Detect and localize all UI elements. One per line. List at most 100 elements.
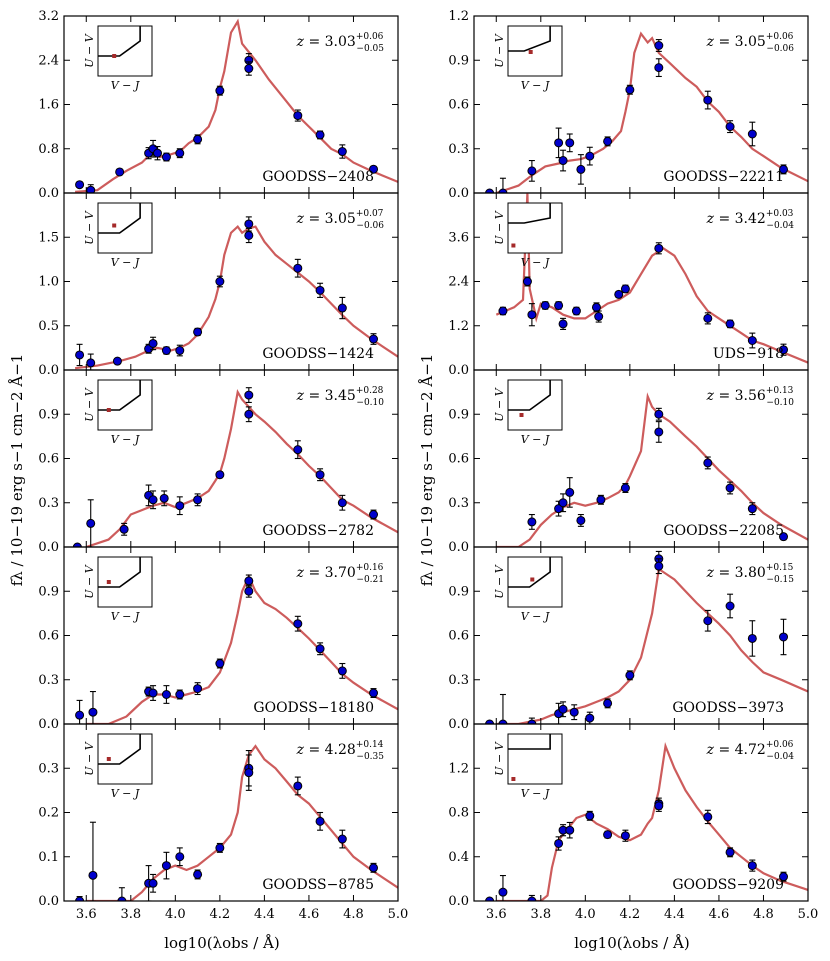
inset-frame	[97, 733, 153, 785]
data-point	[244, 64, 254, 74]
photometry-points	[75, 216, 379, 370]
y-tick-label: 0.3	[448, 142, 469, 157]
uvj-inset: V − J U − V	[493, 379, 563, 446]
x-tick-label: 4.0	[575, 907, 596, 922]
data-point	[725, 847, 735, 857]
x-tick-label: 4.4	[254, 907, 275, 922]
data-point	[293, 111, 303, 121]
data-point	[215, 86, 225, 96]
photometry-points	[498, 242, 789, 356]
redshift-label: z = 4.28+0.14 −0.35	[296, 740, 385, 762]
uvj-marker	[106, 757, 111, 761]
y-tick-label: 0.9	[38, 584, 59, 599]
uvj-marker	[106, 408, 111, 412]
data-point	[725, 601, 735, 611]
inset-frame	[507, 379, 563, 431]
data-point	[315, 816, 325, 826]
redshift-label: z = 3.45+0.28 −0.10	[296, 386, 385, 408]
data-point	[654, 801, 664, 811]
data-point	[148, 338, 158, 348]
data-point	[747, 504, 757, 514]
inset-x-label: V − J	[111, 256, 140, 269]
inset-x-label: V − J	[521, 433, 550, 446]
data-point	[565, 487, 575, 497]
data-point	[603, 698, 613, 708]
panel-10: 3.6 3.8 4.0 4.2 4.4 4.6 4.8 5.0 0.0 0.4 0.8 1.2 z = …	[448, 723, 818, 922]
y-tick-label: 0.3	[38, 673, 59, 688]
y-tick-label: 0.0	[38, 363, 59, 378]
data-point	[498, 306, 508, 316]
data-point	[117, 896, 127, 901]
uvj-selection-boundary	[508, 734, 551, 750]
data-point	[654, 63, 664, 73]
object-name: GOODSS−22211	[663, 169, 784, 185]
data-point	[585, 713, 595, 723]
y-tick-label: 0.0	[38, 540, 59, 555]
data-point	[337, 666, 347, 676]
y-tick-label: 0.8	[448, 806, 469, 821]
data-point	[625, 85, 635, 95]
redshift-label: z = 3.42+0.03 −0.04	[706, 209, 795, 231]
data-point	[369, 164, 379, 174]
y-tick-label: 1.2	[448, 9, 469, 24]
y-tick-label: 0.0	[448, 186, 469, 201]
data-point	[112, 356, 122, 366]
inset-y-label: U − V	[83, 741, 96, 775]
uvj-marker	[528, 50, 533, 54]
redshift-label: z = 3.05+0.06 −0.06	[706, 32, 795, 54]
uvj-selection-boundary	[508, 203, 551, 224]
data-point	[703, 313, 713, 323]
uvj-selection-boundary	[508, 26, 551, 52]
inset-y-label: U − V	[493, 741, 506, 775]
data-point	[498, 719, 508, 724]
panel-5: 0.0 0.3 0.6 0.9 z = 3.45+0.28 −0.10 GOODSS−278…	[38, 369, 399, 555]
redshift-label: z = 3.56+0.13 −0.10	[706, 386, 795, 408]
data-point	[148, 495, 158, 505]
uvj-selection-boundary	[98, 26, 141, 57]
inset-y-label: U − V	[493, 564, 506, 598]
data-point	[175, 852, 185, 862]
photometry-points	[72, 387, 379, 547]
panel-9: 3.6 3.8 4.0 4.2 4.4 4.6 4.8 5.0 0.0 0.1 0.2 0.3 z = …	[38, 723, 408, 922]
y-tick-label: 2.4	[448, 275, 469, 290]
y-tick-label: 0.9	[448, 407, 469, 422]
inset-frame	[97, 556, 153, 608]
data-point	[153, 148, 163, 158]
redshift-label: z = 3.70+0.16 −0.21	[296, 563, 384, 585]
y-tick-label: 1.2	[448, 319, 469, 334]
x-tick-label: 3.6	[486, 907, 507, 922]
y-tick-label: 0.8	[38, 142, 59, 157]
data-point	[747, 129, 757, 139]
data-point	[779, 164, 789, 174]
y-tick-label: 0.0	[448, 717, 469, 732]
data-point	[620, 831, 630, 841]
uvj-selection-boundary	[508, 380, 551, 411]
data-point	[747, 861, 757, 871]
data-point	[119, 524, 129, 534]
data-point	[244, 219, 254, 229]
photometry-points	[485, 550, 789, 724]
y-tick-label: 3.6	[448, 230, 469, 245]
x-tick-label: 3.8	[530, 907, 551, 922]
y-tick-label: 0.6	[38, 629, 59, 644]
y-tick-label: 0.6	[38, 452, 59, 467]
inset-x-label: V − J	[521, 787, 550, 800]
y-tick-label: 0.3	[448, 673, 469, 688]
y-tick-label: 0.6	[448, 629, 469, 644]
y-tick-label: 0.1	[38, 850, 59, 865]
y-tick-label: 0.9	[448, 53, 469, 68]
uvj-inset: V − J U − V	[83, 733, 153, 800]
data-point	[558, 498, 568, 508]
data-point	[293, 263, 303, 273]
data-point	[654, 427, 664, 437]
data-point	[86, 358, 96, 368]
panel-4: 0.0 1.2 2.4 3.6 z = 3.42+0.03 −0.04 UDS−918 V −…	[448, 192, 809, 378]
uvj-inset: V − J U − V	[493, 733, 563, 800]
data-point	[75, 350, 85, 360]
data-point	[75, 896, 85, 901]
data-point	[725, 483, 735, 493]
data-point	[315, 470, 325, 480]
data-point	[527, 719, 537, 724]
y-tick-label: 1.0	[38, 275, 59, 290]
data-point	[703, 616, 713, 626]
